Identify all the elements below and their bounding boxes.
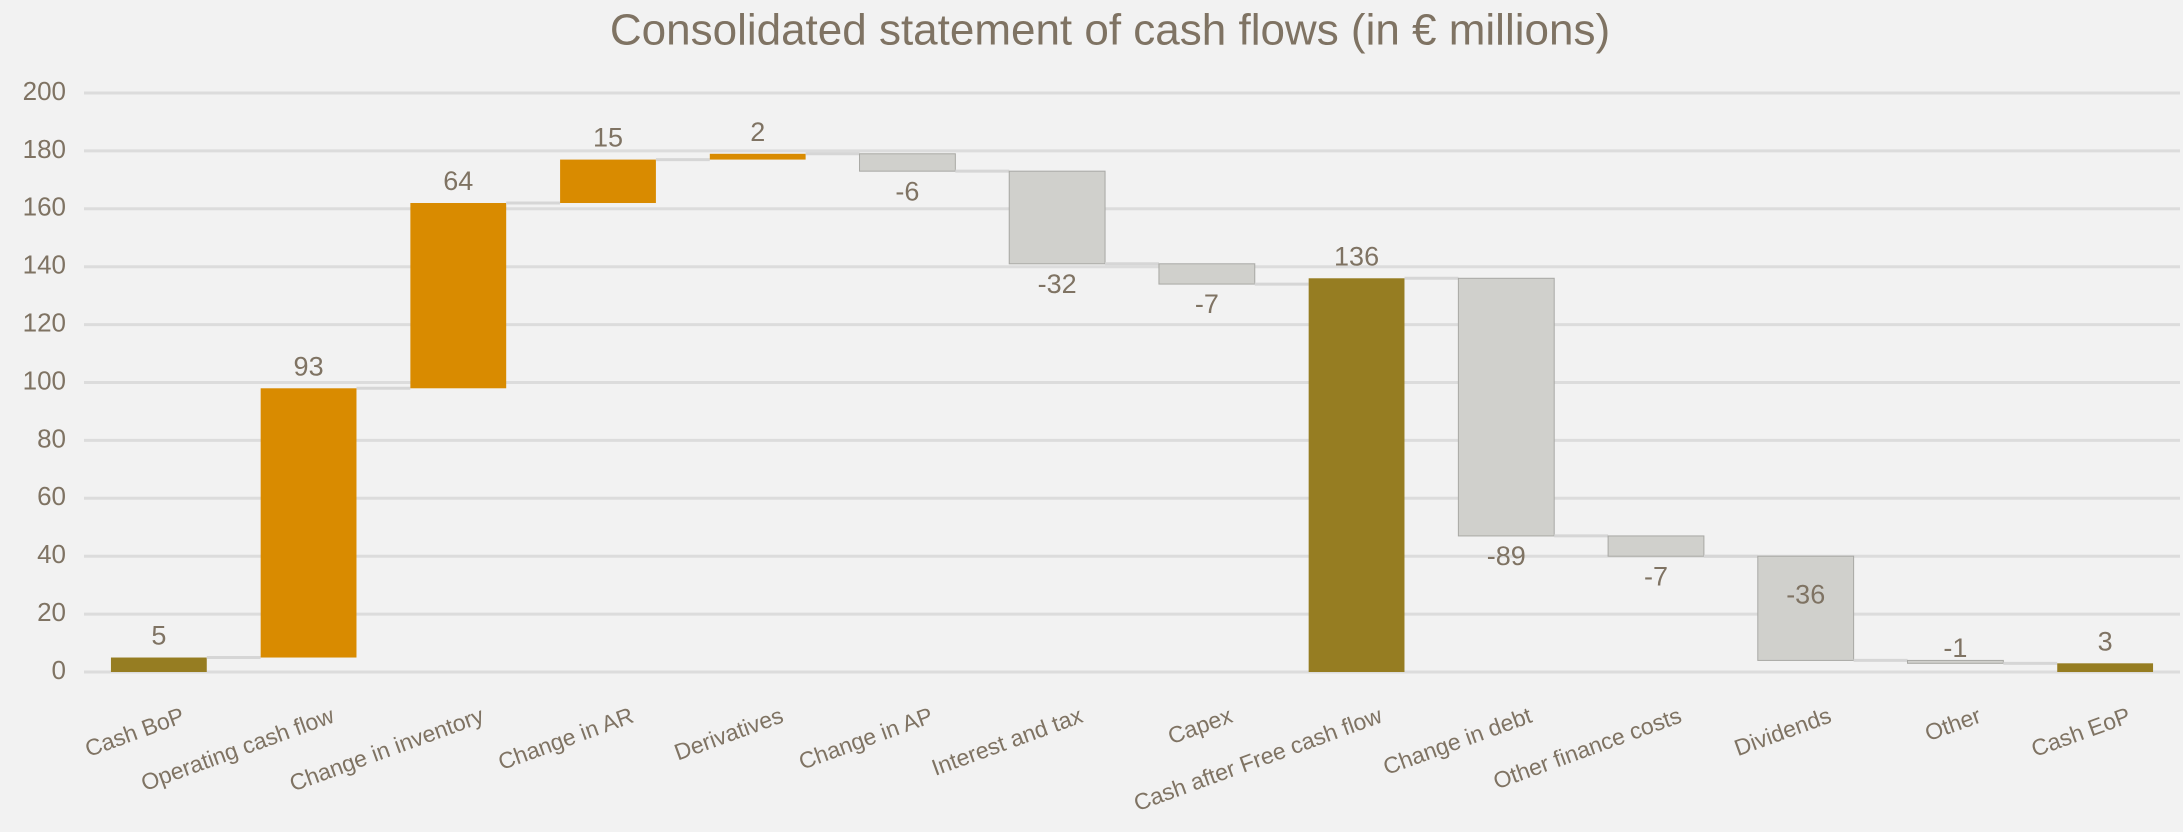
bar bbox=[2057, 663, 2154, 672]
bar bbox=[410, 203, 507, 389]
value-label: 3 bbox=[2098, 626, 2113, 656]
value-label: -32 bbox=[1038, 269, 1077, 299]
bar bbox=[1008, 170, 1106, 265]
bar bbox=[1308, 278, 1405, 672]
bar bbox=[1158, 263, 1256, 285]
chart-title: Consolidated statement of cash flows (in… bbox=[610, 6, 1610, 55]
y-tick-label: 100 bbox=[23, 365, 66, 395]
y-tick-label: 80 bbox=[37, 423, 66, 453]
value-label: 5 bbox=[151, 621, 166, 651]
bar bbox=[1757, 555, 1855, 661]
value-label: -7 bbox=[1644, 561, 1668, 591]
bar bbox=[110, 657, 207, 672]
value-label: -7 bbox=[1195, 289, 1219, 319]
value-label: -1 bbox=[1943, 633, 1967, 663]
bar bbox=[1457, 277, 1555, 537]
value-label: -6 bbox=[895, 176, 919, 206]
value-label: 93 bbox=[294, 351, 324, 381]
value-label: 15 bbox=[593, 123, 623, 153]
value-label: -89 bbox=[1487, 541, 1526, 571]
y-tick-label: 160 bbox=[23, 192, 66, 222]
y-tick-label: 180 bbox=[23, 134, 66, 164]
bar bbox=[1607, 535, 1705, 557]
bar bbox=[859, 153, 956, 172]
bar bbox=[260, 388, 357, 658]
bar bbox=[560, 159, 656, 204]
y-tick-label: 20 bbox=[37, 597, 66, 627]
bar bbox=[709, 153, 806, 160]
y-tick-label: 40 bbox=[37, 539, 66, 569]
y-tick-label: 200 bbox=[23, 76, 66, 106]
value-label: 136 bbox=[1334, 241, 1379, 271]
y-tick-label: 0 bbox=[52, 655, 66, 685]
value-label: -36 bbox=[1786, 579, 1825, 609]
value-label: 2 bbox=[750, 117, 765, 147]
value-label: 64 bbox=[443, 166, 473, 196]
y-tick-label: 120 bbox=[23, 307, 66, 337]
y-tick-label: 140 bbox=[23, 250, 66, 280]
y-tick-label: 60 bbox=[37, 481, 66, 511]
